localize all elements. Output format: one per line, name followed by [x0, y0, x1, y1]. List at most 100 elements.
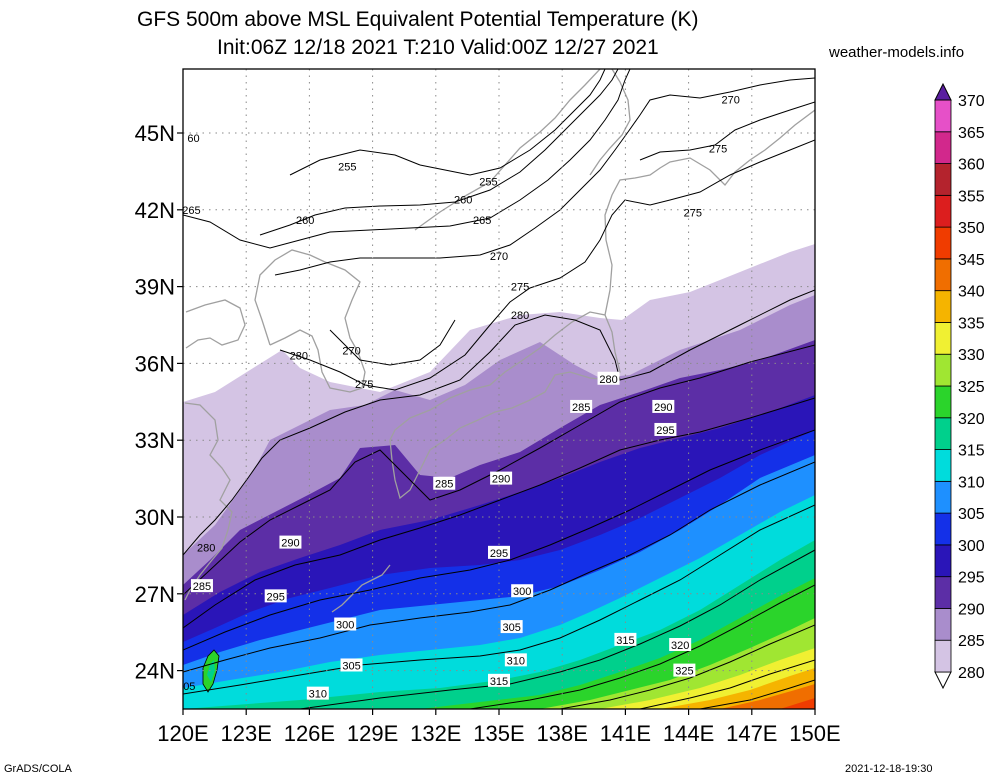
contour-label: 60: [187, 133, 199, 145]
contour-label-box: [652, 399, 675, 413]
colorbar-label: 310: [958, 474, 985, 491]
coastline-japan: [389, 311, 621, 500]
contour-label-box: [264, 589, 287, 603]
colorbar-label: 365: [958, 125, 985, 142]
contour-305: [183, 504, 815, 695]
lon-tick-label: 135E: [473, 721, 524, 746]
contour-label-box: [597, 371, 620, 385]
contour-label: 300: [336, 620, 354, 632]
contour-265: [183, 69, 631, 249]
colorbar-segment: [934, 258, 952, 292]
contour-label: 295: [490, 548, 508, 560]
contour-270-b: [329, 319, 456, 366]
contour-280: [183, 289, 815, 556]
contour-label: 290: [281, 538, 299, 550]
colorbar-label: 335: [958, 315, 985, 332]
colorbar-segment: [934, 544, 952, 578]
contour-label: 280: [599, 374, 617, 386]
contour-330: [699, 679, 815, 709]
contour-label-box: [433, 476, 456, 490]
colorbar-label: 295: [958, 570, 985, 587]
colorbar-label: 285: [958, 633, 985, 650]
contour-label-box: [500, 620, 523, 634]
colorbar-segment: [934, 385, 952, 419]
source-website: weather-models.info: [829, 44, 965, 61]
lat-tick-label: 27N: [135, 582, 175, 607]
contour-320: [559, 624, 815, 709]
colorbar-segment: [934, 131, 952, 164]
contour-255-b: [419, 69, 606, 176]
coastline-bohai: [185, 299, 246, 349]
contour-label-box: [504, 653, 527, 667]
coastline-sakhalin: [589, 69, 631, 176]
coastline-tohoku-hokkaido: [604, 109, 815, 316]
coastline-korea: [254, 249, 366, 393]
colorbar-segment: [934, 353, 952, 387]
contour-label: 310: [507, 655, 525, 667]
contour-label: 280: [197, 543, 215, 555]
contour-label: 260: [296, 215, 314, 227]
contour-label-box: [334, 617, 357, 631]
colorbar-label: 305: [958, 506, 985, 523]
contour-260: [259, 69, 619, 236]
colorbar-label: 320: [958, 411, 985, 428]
contour-label-box: [673, 663, 696, 677]
contour-285: [183, 344, 815, 596]
contour-label-box: [340, 658, 363, 672]
map-title-line1: GFS 500m above MSL Equivalent Potential …: [137, 8, 699, 31]
lat-tick-label: 39N: [135, 275, 175, 300]
lat-tick-label: 45N: [135, 121, 175, 146]
colorbar-label: 280: [958, 665, 985, 682]
colorbar-segment: [934, 194, 952, 228]
colorbar-label: 345: [958, 252, 985, 269]
contour-label: 270: [490, 251, 508, 263]
lat-tick-label: 33N: [135, 428, 175, 453]
taiwan-warm-core: [207, 660, 215, 682]
contour-label: 305: [502, 622, 520, 634]
contour-label: 275: [709, 143, 727, 155]
colorbar-segment: [934, 290, 952, 323]
coastline-asia-mainland: [184, 402, 233, 601]
colorbar-segment: [934, 226, 952, 260]
contour-label: 265: [473, 215, 491, 227]
colorbar-segment: [934, 417, 952, 450]
lon-tick-label: 126E: [284, 721, 335, 746]
colorbar-label: 290: [958, 601, 985, 618]
coastlines: [184, 69, 815, 613]
colorbar-segment: [934, 480, 952, 514]
contour-label: 05: [183, 681, 195, 693]
contour-label: 275: [684, 207, 702, 219]
contour-315: [469, 584, 815, 709]
lon-tick-label: 129E: [347, 721, 398, 746]
contour-label: 270: [342, 346, 360, 358]
colorbar-segment: [934, 512, 952, 546]
lon-tick-label: 150E: [789, 721, 840, 746]
colorbar-label: 315: [958, 443, 985, 460]
colorbar-label: 330: [958, 347, 985, 364]
map-title-line2: Init:06Z 12/18 2021 T:210 Valid:00Z 12/2…: [217, 36, 659, 59]
contour-label-box: [614, 632, 637, 646]
theta-e-contours: [183, 69, 815, 709]
contour-label: 255: [479, 177, 497, 189]
contour-300: [183, 461, 815, 673]
contour-290: [183, 397, 815, 629]
contour-label-box: [490, 471, 513, 485]
contour-label: 315: [490, 676, 508, 688]
colorbar-label: 355: [958, 188, 985, 205]
contour-label: 285: [435, 479, 453, 491]
map-axes: 24N 27N 30N 33N 36N 39N 42N 45N 120E 123E 126E 129E…: [135, 121, 841, 746]
lon-tick-label: 132E: [410, 721, 461, 746]
colorbar-segment: [934, 639, 952, 673]
contour-label: 290: [492, 474, 510, 486]
lon-tick-label: 138E: [537, 721, 588, 746]
contour-label-box: [669, 638, 692, 651]
colorbar-segment: [934, 99, 952, 133]
colorbar-label: 325: [958, 379, 985, 396]
colorbar: 280 285 290 295 300 305 310 315 320 325 330 335 340 3…: [934, 82, 985, 690]
colorbar-segment: [934, 163, 952, 196]
colorbar-label: 350: [958, 220, 985, 237]
contour-label-box: [190, 579, 213, 593]
lon-tick-label: 144E: [663, 721, 714, 746]
